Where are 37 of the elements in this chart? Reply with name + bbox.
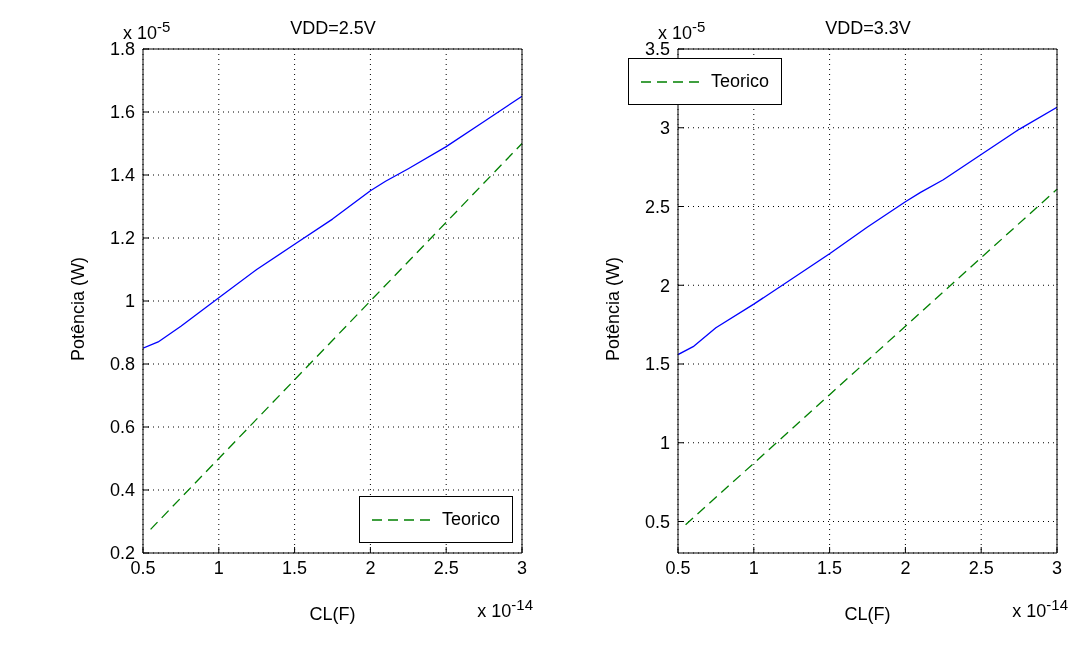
y-tick-label: 2	[659, 275, 670, 296]
y-tick-label: 1.4	[109, 165, 135, 186]
x-tick-label: 2	[900, 557, 911, 578]
line-series	[684, 188, 1057, 526]
y-tick-label: 1.2	[109, 228, 135, 249]
x-tick-label: 3	[516, 557, 528, 578]
y-tick-label: 3	[659, 118, 670, 139]
x-tick-label: 2	[365, 557, 376, 578]
x-tick-label: 1	[213, 557, 224, 578]
x-tick-label: 3	[1051, 557, 1063, 578]
line-series	[678, 106, 1057, 356]
x-tick-label: 2.5	[433, 557, 459, 578]
chart-title: VDD=3.3V	[825, 18, 911, 38]
text: x 10$^{-14}$	[1012, 596, 1068, 622]
y-tick-label: 0.5	[644, 511, 670, 532]
x-tick-label: 1	[748, 557, 759, 578]
x-axis-title: CL(F)	[309, 604, 356, 624]
line-series	[143, 95, 522, 349]
legend-label: Teorico	[441, 509, 500, 530]
y-axis-title: Potência (W)	[603, 256, 624, 361]
legend-label: Teorico	[711, 71, 770, 92]
y-tick-label: 1.5	[644, 354, 670, 375]
y-tick-label: 0.8	[109, 354, 135, 375]
x-axis-title: CL(F)	[844, 604, 891, 624]
x-tick-label: 2.5	[968, 557, 994, 578]
y-tick-label: 1.6	[109, 102, 135, 123]
y-tick-label: 2.5	[644, 196, 670, 217]
y-tick-label: 1	[659, 433, 670, 454]
y-tick-label: 1	[124, 291, 135, 312]
text: x 10$^{-14}$	[477, 596, 533, 622]
y-tick-label: 0.6	[109, 417, 135, 438]
line-series	[149, 142, 522, 531]
y-axis-title: Potência (W)	[68, 256, 89, 361]
x-tick-label: 1.5	[817, 557, 843, 578]
chart-title: VDD=2.5V	[290, 18, 376, 38]
x-tick-label: 1.5	[282, 557, 308, 578]
y-tick-label: 0.4	[109, 480, 135, 501]
